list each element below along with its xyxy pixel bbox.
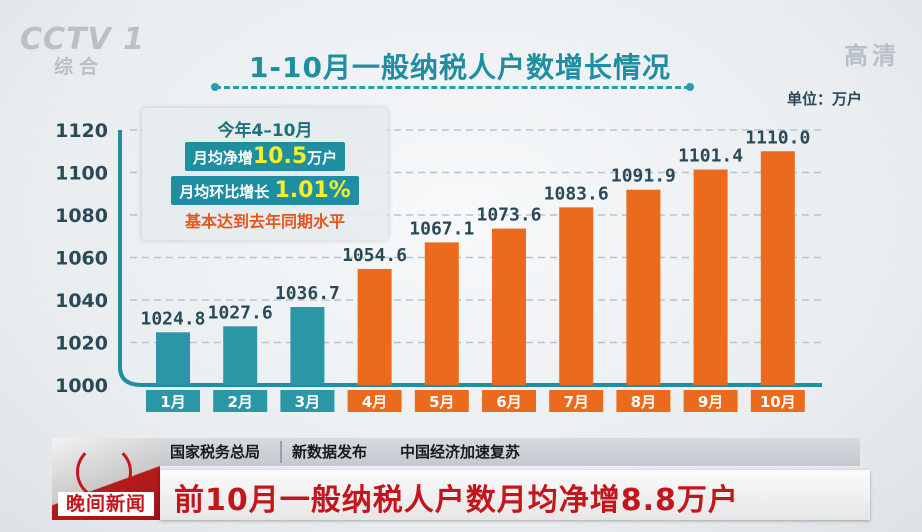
category-box (616, 390, 671, 412)
headline: 前10月一般纳税人户数月均净增8.8万户 (174, 483, 739, 518)
y-tick-label: 1020 (55, 333, 108, 355)
category-label: 5月 (429, 393, 454, 411)
channel-logo-text: CCTV (20, 22, 112, 57)
category-box (482, 390, 536, 412)
bar (290, 307, 325, 385)
value-label: 1091.9 (611, 166, 676, 187)
bar (626, 189, 661, 385)
news-topic-bar: 国家税务总局 新数据发布 中国经济加速复苏 (160, 438, 860, 466)
value-label: 1110.0 (745, 127, 810, 148)
category-box (347, 390, 402, 412)
category-label: 4月 (362, 393, 387, 411)
headline-bar: 前10月一般纳税人户数月均净增8.8万户 (160, 470, 870, 520)
bar (424, 242, 459, 385)
value-label: 1067.1 (409, 218, 474, 239)
category-label: 7月 (563, 393, 588, 411)
value-label: 1083.6 (544, 183, 609, 204)
unit-label: 单位：万户 (786, 90, 862, 108)
net-increase-label: 月均净增 (192, 149, 253, 167)
chart-title: 1-10月一般纳税人户数增长情况 (248, 51, 672, 84)
category-label: 3月 (295, 393, 320, 411)
y-tick-label: 1120 (55, 120, 108, 142)
info-net-increase: 月均净增10.5万户 (142, 142, 388, 171)
category-box (213, 390, 268, 412)
program-logo: 晚间新闻 (52, 438, 160, 520)
topic-separator (280, 441, 282, 463)
title-dot-right (686, 83, 694, 91)
bar (156, 332, 190, 385)
category-box (683, 390, 738, 412)
bar (492, 228, 526, 385)
value-label: 1073.6 (476, 205, 541, 226)
y-tick-label: 1080 (55, 205, 108, 227)
bar (559, 207, 594, 385)
category-label: 8月 (631, 393, 656, 411)
value-label: 1024.8 (140, 308, 205, 329)
channel-number: 1 (123, 22, 146, 57)
category-box (549, 390, 604, 412)
y-tick-label: 1060 (55, 248, 108, 270)
category-label: 9月 (698, 393, 723, 411)
net-increase-unit: 万户 (307, 149, 338, 167)
net-increase-value: 10.5 (252, 144, 308, 169)
category-label: 6月 (496, 393, 521, 411)
y-tick-label: 1000 (55, 375, 108, 397)
category-label: 10月 (760, 393, 796, 411)
y-tick-label: 1100 (55, 163, 108, 185)
title-underline (215, 86, 690, 89)
mom-label: 月均环比增长 (179, 183, 270, 201)
bar (760, 151, 795, 385)
channel-name: 综合 (54, 56, 105, 78)
quality-badge: 高清 (844, 42, 900, 70)
value-label: 1101.4 (678, 146, 743, 167)
program-name: 晚间新闻 (58, 492, 154, 516)
news-source: 国家税务总局 (170, 443, 261, 461)
category-box (750, 390, 805, 412)
info-mom: 月均环比增长 1.01% (142, 176, 388, 205)
value-label: 1054.6 (342, 245, 407, 266)
bar (693, 169, 728, 385)
channel-logo: CCTV 1 综合 (20, 22, 146, 79)
category-box (146, 390, 200, 412)
info-period: 今年4–10月 (217, 121, 313, 141)
value-label: 1036.7 (275, 283, 340, 304)
y-axis-line (118, 130, 822, 387)
bar (223, 326, 258, 385)
mom-value: 1.01% (274, 178, 351, 203)
value-label: 1027.6 (208, 302, 273, 323)
bar (357, 268, 392, 385)
category-label: 1月 (160, 393, 185, 411)
info-box: 今年4–10月 月均净增10.5万户 月均环比增长 1.01% 基本达到去年同期… (142, 108, 388, 240)
news-banner: 晚间新闻 国家税务总局 新数据发布 中国经济加速复苏 前10月一般纳税人户数月均… (52, 438, 870, 522)
news-topic-1: 新数据发布 (292, 443, 368, 461)
category-label: 2月 (227, 393, 252, 411)
y-tick-label: 1040 (55, 290, 108, 312)
news-topic-2: 中国经济加速复苏 (400, 443, 521, 461)
title-dot-left (211, 83, 219, 91)
category-box (414, 390, 469, 412)
info-conclusion: 基本达到去年同期水平 (184, 212, 345, 231)
category-box (280, 390, 335, 412)
